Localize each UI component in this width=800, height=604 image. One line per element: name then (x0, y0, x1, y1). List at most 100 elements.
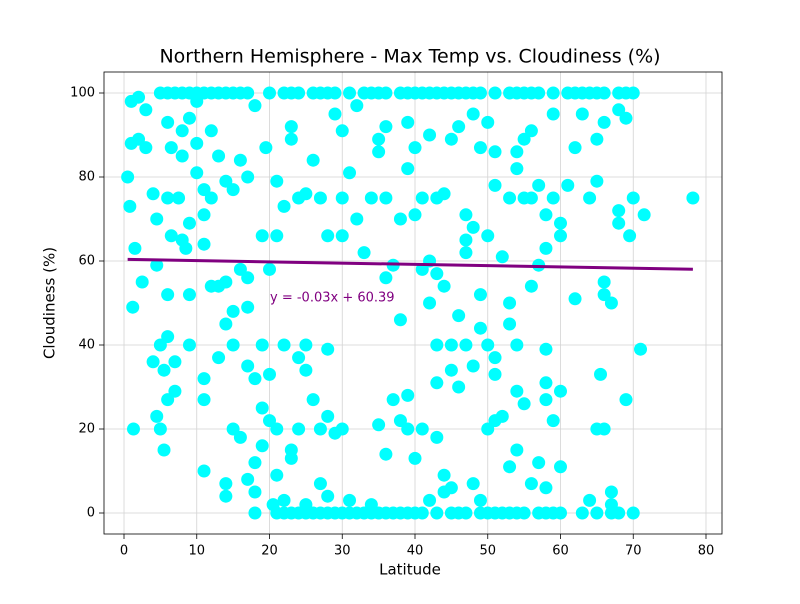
scatter-point (473, 86, 487, 100)
x-tick-label: 60 (552, 544, 569, 559)
scatter-point (415, 262, 429, 276)
scatter-point (226, 183, 240, 197)
scatter-point (321, 409, 335, 423)
scatter-point (612, 216, 626, 230)
scatter-point (379, 271, 393, 285)
scatter-point (539, 393, 553, 407)
scatter-point (153, 422, 167, 436)
scatter-point (197, 372, 211, 386)
scatter-point (444, 363, 458, 377)
regression-equation: y = -0.03x + 60.39 (270, 291, 395, 306)
scatter-point (539, 342, 553, 356)
scatter-point (284, 120, 298, 134)
scatter-point (241, 271, 255, 285)
scatter-point (532, 456, 546, 470)
scatter-point (466, 359, 480, 373)
y-tick-label: 0 (87, 506, 95, 521)
scatter-point (401, 422, 415, 436)
scatter-point (444, 338, 458, 352)
scatter-point (350, 99, 364, 113)
scatter-point (226, 422, 240, 436)
scatter-point (553, 460, 567, 474)
scatter-point (313, 191, 327, 205)
scatter-point (539, 241, 553, 255)
scatter-point (175, 149, 189, 163)
scatter-point (132, 132, 146, 146)
scatter-point (415, 506, 429, 520)
scatter-point (248, 506, 262, 520)
scatter-point (481, 422, 495, 436)
scatter-point (452, 309, 466, 323)
scatter-point (401, 115, 415, 129)
scatter-point (539, 208, 553, 222)
scatter-point (197, 183, 211, 197)
scatter-point (393, 212, 407, 226)
scatter-point (135, 275, 149, 289)
scatter-point (517, 397, 531, 411)
scatter-point (263, 414, 277, 428)
scatter-point (164, 141, 178, 155)
scatter-point (226, 338, 240, 352)
scatter-point (164, 229, 178, 243)
scatter-point (379, 86, 393, 100)
x-tick-label: 0 (120, 544, 128, 559)
scatter-point (510, 443, 524, 457)
scatter-point (255, 338, 269, 352)
scatter-point (179, 241, 193, 255)
scatter-point (619, 111, 633, 125)
scatter-point (415, 422, 429, 436)
scatter-point (241, 472, 255, 486)
scatter-point (561, 178, 575, 192)
scatter-point (226, 304, 240, 318)
scatter-point (248, 456, 262, 470)
scatter-point (372, 145, 386, 159)
scatter-point (604, 296, 618, 310)
scatter-point (408, 451, 422, 465)
scatter-point (459, 208, 473, 222)
scatter-point (182, 288, 196, 302)
x-tick-label: 10 (188, 544, 205, 559)
x-tick-label: 70 (625, 544, 642, 559)
scatter-point (146, 187, 160, 201)
scatter-point (430, 338, 444, 352)
scatter-point (121, 170, 135, 184)
scatter-point (597, 288, 611, 302)
scatter-point (488, 351, 502, 365)
scatter-point (313, 422, 327, 436)
scatter-point (459, 338, 473, 352)
scatter-point (510, 384, 524, 398)
y-tick-label: 100 (70, 86, 95, 101)
scatter-point (372, 132, 386, 146)
regression-line (127, 257, 693, 271)
plot-frame (103, 71, 723, 535)
scatter-point (481, 229, 495, 243)
scatter-point (259, 141, 273, 155)
x-tick-label: 30 (334, 544, 351, 559)
scatter-point (634, 342, 648, 356)
scatter-point (190, 94, 204, 108)
scatter-point (575, 506, 589, 520)
x-tick-label: 20 (261, 544, 278, 559)
scatter-point (393, 414, 407, 428)
scatter-point (626, 506, 640, 520)
scatter-point (488, 86, 502, 100)
scatter-point (553, 216, 567, 230)
scatter-point (321, 229, 335, 243)
scatter-point (335, 422, 349, 436)
scatter-point (241, 86, 255, 100)
scatter-point (321, 342, 335, 356)
scatter-point (197, 393, 211, 407)
scatter-point (553, 506, 567, 520)
scatter-point (233, 153, 247, 167)
scatter-point (139, 103, 153, 117)
scatter-point (157, 363, 171, 377)
scatter-point (150, 409, 164, 423)
scatter-point (510, 145, 524, 159)
scatter-point (335, 191, 349, 205)
scatter-point (466, 220, 480, 234)
x-axis-label: Latitude (379, 561, 441, 579)
scatter-point (401, 162, 415, 176)
scatter-point (263, 262, 277, 276)
scatter-point (575, 107, 589, 121)
scatter-point (335, 229, 349, 243)
